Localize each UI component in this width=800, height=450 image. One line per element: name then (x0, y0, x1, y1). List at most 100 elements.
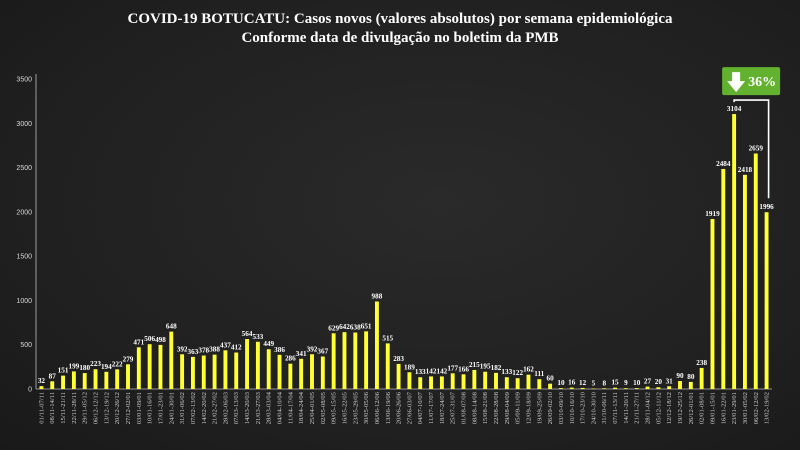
data-label: 223 (90, 360, 101, 368)
x-tick-label: 31/01-06/02 (179, 392, 186, 424)
x-tick-label: 06/12-12/12 (93, 392, 100, 424)
x-tick-label: 11/04-17/04 (287, 391, 294, 424)
data-label: 5 (592, 380, 596, 388)
data-label: 32 (38, 377, 46, 385)
x-tick-label: 14/03-20/03 (244, 391, 251, 424)
data-label: 629 (328, 324, 339, 332)
x-tick-label: 29/11-05/12 (82, 392, 89, 424)
x-tick-label: 25/07-31/07 (450, 391, 457, 424)
data-label: 194 (101, 363, 112, 371)
y-tick-label: 1000 (16, 298, 32, 305)
bar (450, 373, 455, 389)
data-label: 238 (696, 359, 707, 367)
data-label: 564 (242, 330, 253, 338)
data-label: 412 (231, 344, 242, 352)
bar (721, 168, 726, 389)
x-tick-label: 16/01-22/01 (720, 392, 727, 424)
y-tick-label: 0 (28, 387, 32, 394)
x-tick-label: 23/05-29/05 (352, 391, 359, 424)
x-tick-label: 05/09-11/09 (515, 391, 522, 424)
bar (396, 363, 401, 389)
data-label: 177 (447, 364, 458, 372)
x-tick-label: 21/02-27/02 (212, 392, 219, 424)
bar (61, 375, 66, 389)
bar (266, 349, 271, 389)
x-tick-label: 29/08-04/09 (504, 391, 511, 424)
callout-label: 36% (748, 75, 776, 90)
bar (255, 341, 260, 389)
bar (710, 219, 715, 389)
y-tick-label: 1500 (16, 254, 32, 261)
bar (656, 387, 661, 389)
bar (299, 358, 304, 389)
x-tick-label: 09/01-15/01 (709, 392, 716, 424)
data-label: 651 (361, 322, 372, 330)
bar (169, 331, 174, 389)
bar (277, 354, 282, 389)
x-tick-label: 13/06-19/06 (385, 391, 392, 424)
x-tick-label: 26/09-02/10 (547, 391, 554, 424)
data-label: 638 (350, 323, 361, 331)
x-tick-label: 23/01-29/01 (731, 392, 738, 424)
x-tick-label: 10/10-16/10 (569, 391, 576, 424)
bar (623, 388, 628, 389)
bar (591, 388, 596, 390)
data-label: 10 (557, 379, 565, 387)
data-label: 2484 (716, 160, 731, 168)
x-tick-label: 28/11-04/12 (645, 392, 652, 424)
bar (288, 363, 293, 389)
x-tick-label: 04/07-10/07 (417, 391, 424, 424)
bar (364, 331, 369, 389)
bar (234, 352, 239, 389)
x-tick-label: 09/05-15/05 (331, 391, 338, 424)
x-tick-label: 07/03-13/03 (233, 391, 240, 424)
bar (418, 377, 423, 389)
bar (407, 372, 412, 389)
x-tick-label: 01/08-07/08 (461, 391, 468, 424)
arrow-down-icon (727, 72, 746, 93)
data-label: 367 (317, 347, 328, 355)
x-tick-label: 02/01-08/01 (699, 392, 706, 424)
x-tick-label: 06/02-12/02 (753, 392, 760, 424)
x-tick-label: 30/05-05/06 (363, 391, 370, 424)
x-tick-label: 08/08-14/08 (471, 391, 478, 424)
bar (753, 153, 758, 389)
data-label: 515 (382, 334, 393, 342)
bar (764, 212, 769, 389)
bar (699, 367, 704, 389)
bar (472, 369, 477, 389)
data-label: 180 (79, 364, 90, 372)
x-tick-label: 18/04-24/04 (298, 391, 305, 424)
data-label: 195 (480, 363, 491, 371)
data-label: 20 (655, 378, 663, 386)
x-tick-label: 27/06-03/07 (406, 391, 413, 424)
bar (494, 372, 498, 389)
data-label: 133 (501, 368, 512, 376)
bar (201, 355, 206, 389)
bar (742, 174, 747, 389)
x-tick-label: 21/11-27/11 (634, 392, 641, 424)
x-tick-label: 24/01-30/01 (168, 392, 175, 424)
data-label: 449 (263, 340, 274, 348)
x-tick-label: 07/11-13/11 (612, 392, 619, 424)
data-label: 189 (404, 363, 415, 371)
bar (331, 333, 336, 389)
bar (526, 374, 531, 389)
x-tick-label: 03/01-09/01 (136, 392, 143, 424)
bar (461, 374, 466, 389)
data-label: 378 (198, 347, 209, 355)
data-label: 90 (676, 372, 684, 380)
bar (212, 354, 217, 389)
chart-title: COVID-19 BOTUCATU: Casos novos (valores … (127, 11, 673, 27)
bar (483, 371, 488, 389)
x-tick-label: 28/02-06/03 (222, 391, 229, 424)
x-tick-label: 25/04-01/05 (309, 391, 316, 424)
callout-bracket (733, 99, 770, 199)
bar (678, 381, 682, 389)
x-tick-label: 01/11-07/11 (38, 392, 45, 424)
bar (223, 350, 228, 389)
x-tick-label: 18/07-24/07 (439, 391, 446, 424)
bar (558, 388, 563, 389)
bar (310, 354, 314, 389)
